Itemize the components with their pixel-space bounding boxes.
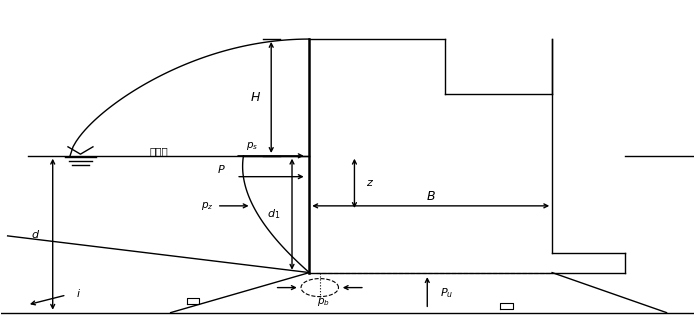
Text: $P_u$: $P_u$ bbox=[440, 286, 453, 299]
Text: $d_1$: $d_1$ bbox=[268, 207, 281, 221]
Text: $d$: $d$ bbox=[31, 228, 40, 240]
Text: $P$: $P$ bbox=[217, 163, 225, 175]
Text: 静水面: 静水面 bbox=[150, 146, 169, 156]
Text: $p_b$: $p_b$ bbox=[317, 295, 329, 308]
Text: $i$: $i$ bbox=[76, 287, 81, 299]
Text: $p_z$: $p_z$ bbox=[201, 200, 213, 212]
Text: $z$: $z$ bbox=[366, 178, 374, 188]
Text: $H$: $H$ bbox=[250, 91, 261, 104]
Text: $p_s$: $p_s$ bbox=[245, 140, 258, 152]
Text: $B$: $B$ bbox=[426, 190, 436, 203]
